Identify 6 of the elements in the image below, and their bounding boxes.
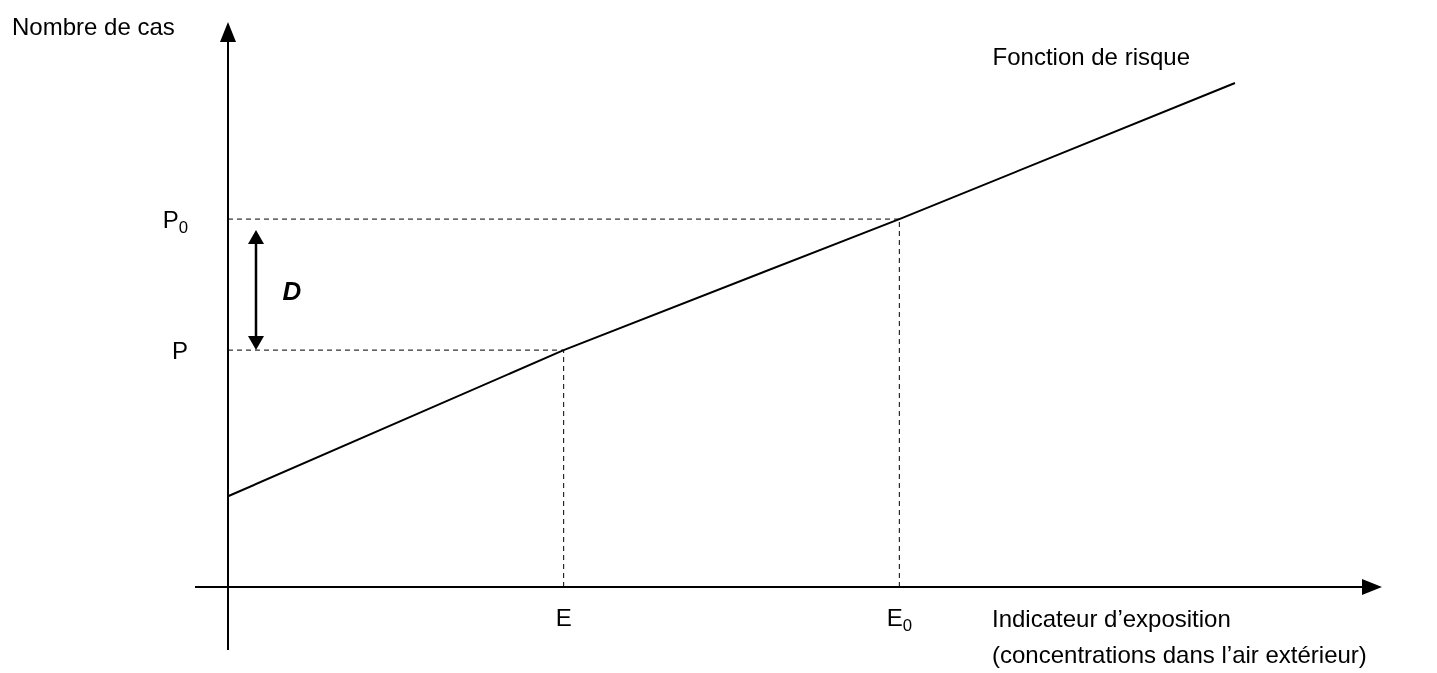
ref-line-label: P [171, 336, 189, 364]
y-axis-title: Nombre de cas [12, 12, 175, 40]
x-axis-title: Indicateur d’exposition (concentrations dans l’air extérieur) [992, 604, 1367, 668]
series-label: Fonction de risque [992, 42, 1190, 70]
annotation: D [282, 276, 302, 307]
x-tick-label: E [555, 603, 572, 631]
